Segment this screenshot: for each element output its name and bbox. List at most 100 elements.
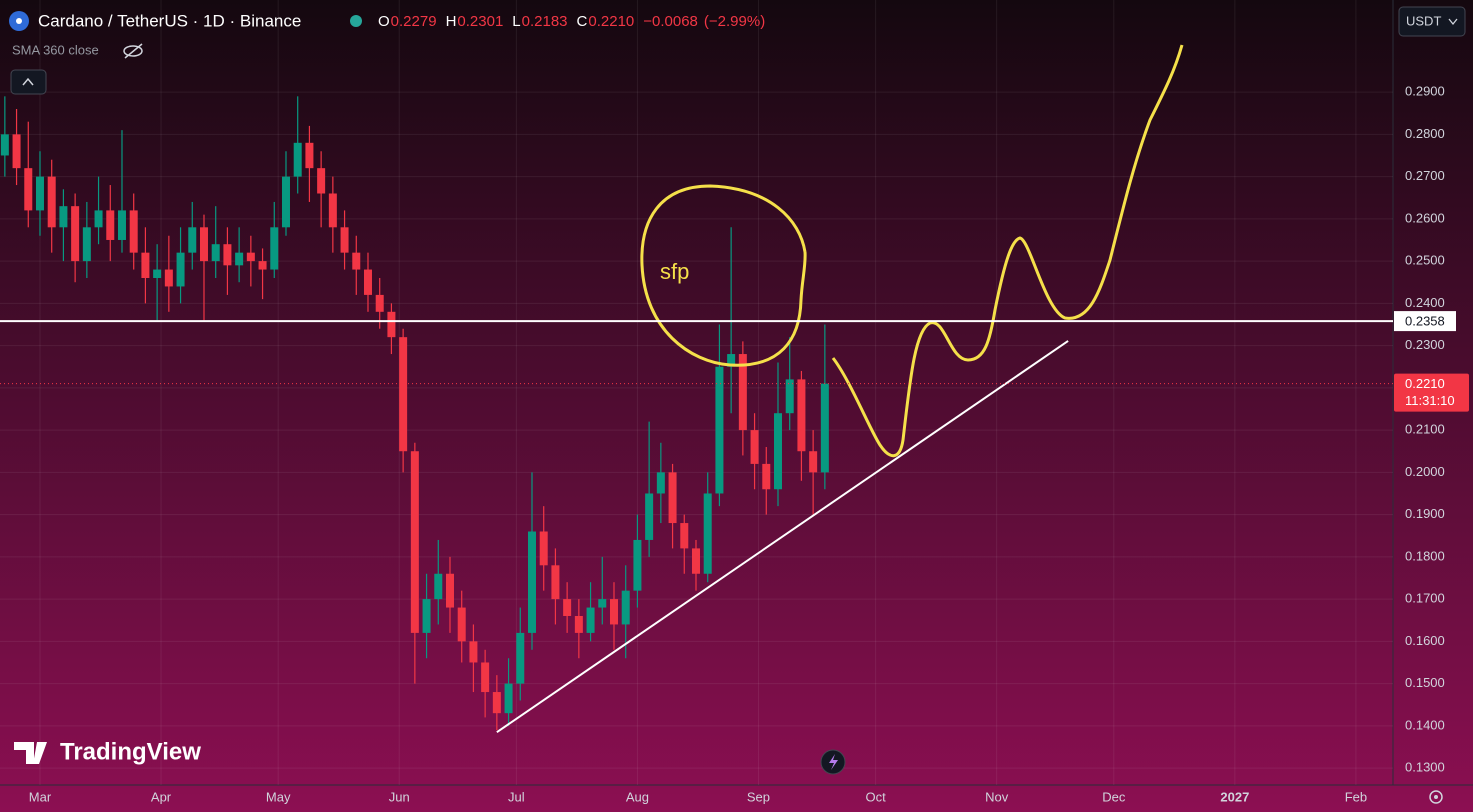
candle-body bbox=[738, 354, 747, 431]
candle-body bbox=[691, 548, 700, 574]
alert-icon[interactable] bbox=[820, 749, 846, 775]
last-price-box bbox=[1394, 373, 1469, 412]
candle-body bbox=[305, 142, 314, 169]
ohlc-value: 0.2279 bbox=[391, 13, 437, 30]
ohlc-value: 0.2183 bbox=[522, 13, 568, 30]
change: −0.0068 bbox=[643, 13, 698, 30]
candle-body bbox=[773, 413, 782, 490]
watermark-text: TradingView bbox=[60, 738, 201, 765]
candle-body bbox=[176, 252, 185, 287]
ohlc-name: C bbox=[577, 13, 588, 30]
x-tick-label: Mar bbox=[29, 789, 52, 804]
candle-body bbox=[328, 193, 337, 228]
candle-body bbox=[797, 379, 806, 452]
candle-body bbox=[106, 210, 115, 240]
y-tick-label: 0.2400 bbox=[1405, 295, 1445, 310]
x-tick-label: May bbox=[266, 789, 291, 804]
candle-body bbox=[434, 573, 443, 600]
candle-body bbox=[0, 134, 9, 156]
candle-body bbox=[199, 227, 208, 262]
candle-body bbox=[609, 599, 618, 625]
settings-icon[interactable] bbox=[1429, 790, 1443, 804]
candle-body bbox=[469, 641, 478, 663]
candle-body bbox=[457, 607, 466, 642]
candle-body bbox=[399, 337, 408, 452]
candle-body bbox=[363, 269, 372, 295]
candle-body bbox=[703, 493, 712, 574]
drawings: sfp bbox=[0, 44, 1393, 734]
indicator-label: SMA 360 close bbox=[12, 42, 99, 57]
candle-body bbox=[598, 599, 607, 608]
candle-body bbox=[715, 366, 724, 494]
last-price-label: 0.2210 bbox=[1405, 376, 1445, 391]
y-tick-label: 0.1400 bbox=[1405, 717, 1445, 732]
candle-body bbox=[340, 227, 349, 253]
y-tick-label: 0.1600 bbox=[1405, 633, 1445, 648]
candle-body bbox=[71, 206, 80, 262]
currency-button[interactable]: USDT bbox=[1398, 6, 1466, 37]
candle-body bbox=[317, 168, 326, 194]
ohlc-name: O bbox=[378, 13, 390, 30]
y-tick-label: 0.1800 bbox=[1405, 548, 1445, 563]
candle-body bbox=[727, 354, 736, 367]
y-tick-label: 0.1300 bbox=[1405, 760, 1445, 775]
candle-body bbox=[164, 269, 173, 287]
y-tick-label: 0.2100 bbox=[1405, 422, 1445, 437]
y-tick-label: 0.2700 bbox=[1405, 168, 1445, 183]
candle-body bbox=[668, 472, 677, 524]
candle-body bbox=[586, 607, 595, 633]
candle-body bbox=[422, 599, 431, 633]
horizontal-line-label-box bbox=[1394, 311, 1456, 332]
projection-path bbox=[831, 44, 1184, 458]
x-tick-label: Dec bbox=[1102, 789, 1126, 804]
candle-body bbox=[410, 451, 419, 633]
ohlc-legend: O 0.2279 H 0.2301 L 0.2183 C 0.2210 −0.0068 (−2.9… bbox=[378, 13, 765, 30]
candle-body bbox=[352, 252, 361, 270]
candle-body bbox=[762, 463, 771, 490]
candles bbox=[0, 96, 829, 731]
x-tick-label: Feb bbox=[1345, 789, 1367, 804]
candle-body bbox=[258, 261, 267, 270]
grid bbox=[0, 0, 1393, 785]
candle-body bbox=[281, 176, 290, 228]
candle-body bbox=[129, 210, 138, 253]
x-tick-label: 2027 bbox=[1220, 789, 1249, 804]
candle-body bbox=[621, 590, 630, 625]
ohlc-name: H bbox=[446, 13, 457, 30]
candle-body bbox=[235, 252, 244, 266]
candle-body bbox=[809, 451, 818, 473]
candle-body bbox=[539, 531, 548, 566]
y-tick-label: 0.2900 bbox=[1405, 84, 1445, 99]
x-tick-label: Apr bbox=[151, 789, 172, 804]
candle-body bbox=[375, 294, 384, 312]
market-status bbox=[350, 15, 362, 27]
candle-body bbox=[12, 134, 21, 169]
ohlc-name: L bbox=[512, 13, 520, 30]
annotation: sfp bbox=[660, 259, 689, 284]
y-tick-label: 0.1500 bbox=[1405, 675, 1445, 690]
hide-icon[interactable] bbox=[123, 43, 143, 59]
candle-body bbox=[492, 692, 501, 714]
header: Cardano / TetherUS · 1D · Binance O 0.227… bbox=[9, 6, 1466, 95]
candle-body bbox=[59, 206, 68, 228]
candle-body bbox=[211, 244, 220, 262]
coin-icon-dot bbox=[16, 18, 22, 24]
candle-body bbox=[47, 176, 56, 228]
collapse-button[interactable] bbox=[10, 69, 47, 95]
y-tick-label: 0.2600 bbox=[1405, 210, 1445, 225]
x-tick-label: Sep bbox=[747, 789, 770, 804]
candle-body bbox=[153, 269, 162, 279]
change-pct: (−2.99%) bbox=[704, 13, 765, 30]
candle-body bbox=[516, 632, 525, 684]
candle-body bbox=[117, 210, 126, 240]
y-tick-label: 0.1900 bbox=[1405, 506, 1445, 521]
candle-body bbox=[656, 472, 665, 494]
candle-body bbox=[188, 227, 197, 253]
y-tick-label: 0.2000 bbox=[1405, 464, 1445, 479]
x-tick-label: Aug bbox=[626, 789, 649, 804]
candle-body bbox=[504, 683, 513, 714]
x-tick-label: Jun bbox=[389, 789, 410, 804]
countdown: 11:31:10 bbox=[1405, 393, 1455, 408]
